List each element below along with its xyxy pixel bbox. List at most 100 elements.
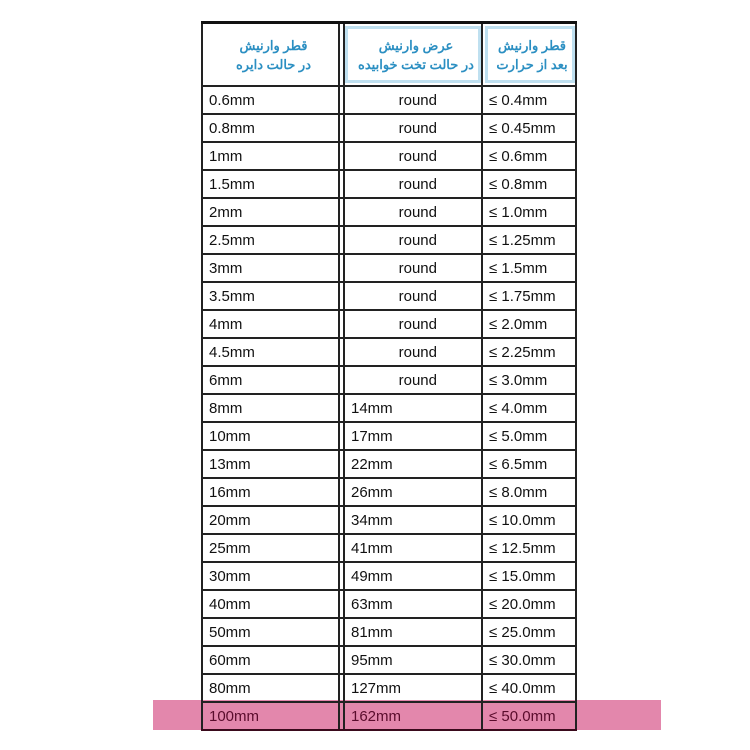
table-cell: 0.6mm: [201, 87, 340, 113]
table-cell: round: [343, 199, 483, 225]
table-row: 3.5mm round ≤ 1.75mm: [201, 283, 577, 311]
table-row: 40mm 63mm ≤ 20.0mm: [201, 591, 577, 619]
table-row: 6mm round ≤ 3.0mm: [201, 367, 577, 395]
table-cell: 49mm: [343, 563, 483, 589]
table-cell: round: [343, 311, 483, 337]
table-cell: 17mm: [343, 423, 483, 449]
table-cell: 2mm: [201, 199, 340, 225]
table-cell: ≤ 3.0mm: [483, 367, 577, 393]
table-row: 2mm round ≤ 1.0mm: [201, 199, 577, 227]
header-width-flat: عرض وارنیش در حالت تخت خوابیده: [343, 24, 483, 85]
table-cell: round: [343, 227, 483, 253]
header-line: در حالت دایره: [235, 56, 312, 72]
table-row: 100mm 162mm ≤ 50.0mm: [201, 703, 577, 731]
table-cell: ≤ 0.6mm: [483, 143, 577, 169]
table-cell: 25mm: [201, 535, 340, 561]
table-cell: round: [343, 87, 483, 113]
table-cell: ≤ 10.0mm: [483, 507, 577, 533]
table-cell: 14mm: [343, 395, 483, 421]
table-cell: 22mm: [343, 451, 483, 477]
table-cell: ≤ 30.0mm: [483, 647, 577, 673]
varnish-size-table: قطر وارنیش در حالت دایره عرض وارنیش در ح…: [201, 21, 577, 731]
table-cell: 4mm: [201, 311, 340, 337]
header-diameter-after-heat: قطر وارنیش بعد از حرارت: [483, 24, 577, 85]
table-cell: ≤ 1.25mm: [483, 227, 577, 253]
table-cell: 100mm: [201, 703, 340, 729]
table-cell: round: [343, 115, 483, 141]
table-cell: 16mm: [201, 479, 340, 505]
header-line: عرض وارنیش: [378, 37, 454, 53]
table-row: 4.5mm round ≤ 2.25mm: [201, 339, 577, 367]
table-cell: ≤ 0.45mm: [483, 115, 577, 141]
table-cell: 26mm: [343, 479, 483, 505]
table-row: 50mm 81mm ≤ 25.0mm: [201, 619, 577, 647]
table-cell: 162mm: [343, 703, 483, 729]
table-cell: 30mm: [201, 563, 340, 589]
header-line: قطر وارنیش: [239, 37, 308, 53]
table-cell: 50mm: [201, 619, 340, 645]
table-cell: 0.8mm: [201, 115, 340, 141]
table-row: 20mm 34mm ≤ 10.0mm: [201, 507, 577, 535]
table-cell: ≤ 6.5mm: [483, 451, 577, 477]
table-row: 60mm 95mm ≤ 30.0mm: [201, 647, 577, 675]
table-row: 13mm 22mm ≤ 6.5mm: [201, 451, 577, 479]
table-cell: 127mm: [343, 675, 483, 701]
table-cell: 3.5mm: [201, 283, 340, 309]
table-cell: 3mm: [201, 255, 340, 281]
table-cell: ≤ 2.25mm: [483, 339, 577, 365]
table-cell: 80mm: [201, 675, 340, 701]
table-row: 8mm 14mm ≤ 4.0mm: [201, 395, 577, 423]
table-cell: 13mm: [201, 451, 340, 477]
table-cell: 6mm: [201, 367, 340, 393]
table-cell: ≤ 2.0mm: [483, 311, 577, 337]
table-row: 0.8mm round ≤ 0.45mm: [201, 115, 577, 143]
table-cell: ≤ 5.0mm: [483, 423, 577, 449]
table-cell: ≤ 40.0mm: [483, 675, 577, 701]
table-cell: 8mm: [201, 395, 340, 421]
table-cell: 81mm: [343, 619, 483, 645]
table-row: 80mm 127mm ≤ 40.0mm: [201, 675, 577, 703]
table-cell: 63mm: [343, 591, 483, 617]
table-cell: 95mm: [343, 647, 483, 673]
table-body: 0.6mm round ≤ 0.4mm 0.8mm round ≤ 0.45mm 1mm ro…: [201, 87, 577, 731]
table-row: 0.6mm round ≤ 0.4mm: [201, 87, 577, 115]
table-row: 10mm 17mm ≤ 5.0mm: [201, 423, 577, 451]
table-cell: 1mm: [201, 143, 340, 169]
header-line: قطر وارنیش: [498, 37, 566, 53]
table-cell: ≤ 50.0mm: [483, 703, 577, 729]
table-cell: ≤ 12.5mm: [483, 535, 577, 561]
table-row: 3mm round ≤ 1.5mm: [201, 255, 577, 283]
table-cell: round: [343, 367, 483, 393]
table-row: 4mm round ≤ 2.0mm: [201, 311, 577, 339]
table-row: 2.5mm round ≤ 1.25mm: [201, 227, 577, 255]
table-cell: ≤ 4.0mm: [483, 395, 577, 421]
table-row: 30mm 49mm ≤ 15.0mm: [201, 563, 577, 591]
table-cell: 10mm: [201, 423, 340, 449]
table-cell: ≤ 0.8mm: [483, 171, 577, 197]
table-cell: round: [343, 283, 483, 309]
table-cell: round: [343, 143, 483, 169]
table-cell: ≤ 8.0mm: [483, 479, 577, 505]
table-row: 25mm 41mm ≤ 12.5mm: [201, 535, 577, 563]
table-cell: ≤ 1.5mm: [483, 255, 577, 281]
table-cell: round: [343, 339, 483, 365]
table-row: 1.5mm round ≤ 0.8mm: [201, 171, 577, 199]
table-cell: ≤ 0.4mm: [483, 87, 577, 113]
header-diameter-round: قطر وارنیش در حالت دایره: [201, 24, 340, 85]
table-cell: 4.5mm: [201, 339, 340, 365]
header-line: در حالت تخت خوابیده: [358, 56, 474, 72]
table-cell: ≤ 15.0mm: [483, 563, 577, 589]
table-cell: 34mm: [343, 507, 483, 533]
table-row: 16mm 26mm ≤ 8.0mm: [201, 479, 577, 507]
table-cell: 40mm: [201, 591, 340, 617]
table-cell: round: [343, 255, 483, 281]
table-row: 1mm round ≤ 0.6mm: [201, 143, 577, 171]
table-cell: 2.5mm: [201, 227, 340, 253]
table-cell: ≤ 25.0mm: [483, 619, 577, 645]
table-cell: 1.5mm: [201, 171, 340, 197]
table-cell: ≤ 1.75mm: [483, 283, 577, 309]
table-cell: ≤ 1.0mm: [483, 199, 577, 225]
table-cell: 60mm: [201, 647, 340, 673]
table-cell: 41mm: [343, 535, 483, 561]
table-cell: ≤ 20.0mm: [483, 591, 577, 617]
